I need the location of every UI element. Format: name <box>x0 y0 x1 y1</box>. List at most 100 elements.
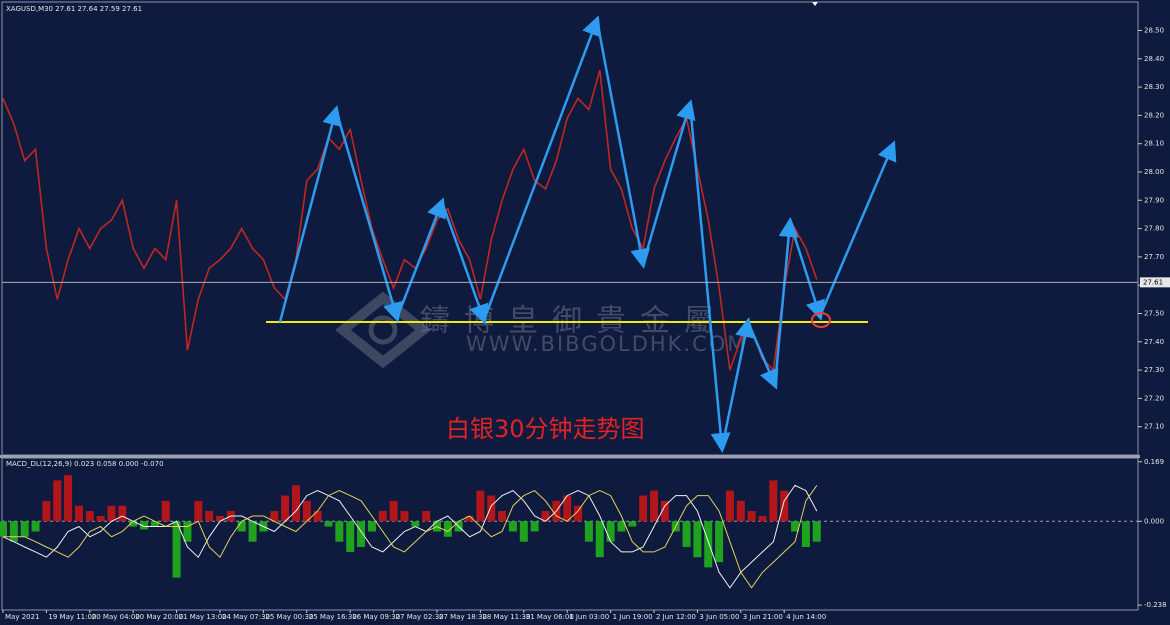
histogram-bar <box>780 490 789 522</box>
histogram-bar <box>53 480 62 522</box>
panel-separator <box>0 455 1140 458</box>
x-tick-label: 3 Jun 21:00 <box>743 613 783 621</box>
x-tick-label: 27 May 02:30 <box>396 613 444 621</box>
y-tick-label: 0.000 <box>1144 517 1164 525</box>
x-tick-label: 31 May 06:00 <box>526 613 574 621</box>
histogram-bar <box>422 511 431 522</box>
y-tick-label: 28.30 <box>1144 83 1164 91</box>
histogram-bar <box>715 521 724 563</box>
histogram-bar <box>150 521 159 527</box>
histogram-bar <box>96 515 105 522</box>
y-tick-label: 27.10 <box>1144 423 1164 431</box>
histogram-bar <box>758 515 767 522</box>
x-tick-label: 20 May 20:00 <box>135 613 183 621</box>
histogram-bar <box>769 480 778 522</box>
annotation: 白银30分钟走势图 <box>446 415 645 443</box>
histogram-bar <box>519 521 528 542</box>
histogram-bar <box>487 495 496 522</box>
x-tick-label: 26 May 09:30 <box>352 613 400 621</box>
histogram-bar <box>118 505 127 522</box>
histogram-bar <box>194 500 203 522</box>
histogram-bar <box>660 500 669 522</box>
x-tick-label: 19 May 11:00 <box>48 613 96 621</box>
y-tick-label: 0.169 <box>1144 458 1164 466</box>
histogram-bar <box>313 511 322 522</box>
x-tick-label: 1 Jun 03:00 <box>569 613 609 621</box>
histogram-bar <box>302 500 311 522</box>
histogram-bar <box>725 490 734 522</box>
shift-marker <box>812 2 818 6</box>
last-price-box <box>1140 277 1170 288</box>
histogram-bar <box>270 511 279 522</box>
y-tick-label: 27.90 <box>1144 196 1164 204</box>
histogram-bar <box>378 511 387 522</box>
x-tick-label: 1 Jun 19:00 <box>613 613 653 621</box>
histogram-bar <box>465 515 474 522</box>
x-tick-label: 25 May 00:30 <box>265 613 313 621</box>
x-tick-label: 20 May 04:00 <box>92 613 140 621</box>
histogram-bar <box>281 495 290 522</box>
histogram-bar <box>31 521 40 532</box>
histogram-bar <box>161 500 170 522</box>
histogram-bar <box>183 521 192 542</box>
histogram-bar <box>248 521 257 542</box>
histogram-bar <box>812 521 821 542</box>
histogram-bar <box>476 490 485 522</box>
histogram-bar <box>791 521 800 532</box>
x-tick-label: 28 May 11:30 <box>482 613 530 621</box>
x-tick-label: May 2021 <box>5 613 40 621</box>
histogram-bar <box>20 521 29 537</box>
x-tick-label: 4 Jun 14:00 <box>786 613 826 621</box>
watermark-url: WWW.BIBGOLDHK.COM <box>466 332 747 356</box>
histogram-bar <box>563 495 572 522</box>
histogram-bar <box>736 500 745 522</box>
y-tick-label: 27.70 <box>1144 253 1164 261</box>
histogram-bar <box>357 521 366 547</box>
histogram-bar <box>42 500 51 522</box>
histogram-bar <box>216 515 224 522</box>
histogram-bar <box>574 505 583 522</box>
logo <box>334 291 432 369</box>
histogram-bar <box>335 521 344 542</box>
highlight-circle <box>811 312 831 328</box>
histogram-bar <box>584 521 593 542</box>
histogram-bar <box>617 521 626 532</box>
x-tick-label: 27 May 18:30 <box>439 613 487 621</box>
histogram-bar <box>85 511 94 522</box>
y-tick-label: 27.50 <box>1144 309 1164 317</box>
histogram-bar <box>704 521 713 568</box>
y-tick-label: 27.40 <box>1144 338 1164 346</box>
y-tick-label: 27.30 <box>1144 366 1164 374</box>
histogram-bar <box>64 475 73 522</box>
histogram-bar <box>291 485 300 522</box>
histogram-bar <box>237 521 246 532</box>
y-tick-label: 27.80 <box>1144 225 1164 233</box>
x-tick-label: 24 May 07:30 <box>222 613 270 621</box>
histogram-bar <box>508 521 517 532</box>
histogram-bar <box>411 521 420 527</box>
histogram-bar <box>389 500 398 522</box>
histogram-bar <box>606 521 615 542</box>
x-tick-label: 2 Jun 12:00 <box>656 613 696 621</box>
histogram-bar <box>747 511 756 522</box>
y-tick-label: 28.10 <box>1144 140 1164 148</box>
histogram-bar <box>650 490 658 522</box>
macd-title: MACD_DL(12,26,9) 0.023 0.058 0.000 -0.07… <box>6 460 164 468</box>
histogram-bar <box>0 521 7 537</box>
macd-line <box>2 484 818 589</box>
histogram-bar <box>205 511 214 522</box>
histogram-bar <box>107 505 116 522</box>
histogram-bar <box>595 521 604 558</box>
y-tick-label: 27.20 <box>1144 394 1164 402</box>
last-price-label: 27.61 <box>1143 278 1163 286</box>
x-tick-label: 25 May 16:30 <box>309 613 357 621</box>
histogram-bar <box>346 521 355 552</box>
histogram-bar <box>172 521 181 578</box>
histogram-bar <box>400 511 409 522</box>
histogram-bar <box>541 511 550 522</box>
histogram-bar <box>498 511 507 522</box>
histogram-bar <box>324 521 333 527</box>
histogram-bar <box>682 521 691 547</box>
price-line <box>2 69 818 372</box>
x-tick-label: 3 Jun 05:00 <box>699 613 739 621</box>
